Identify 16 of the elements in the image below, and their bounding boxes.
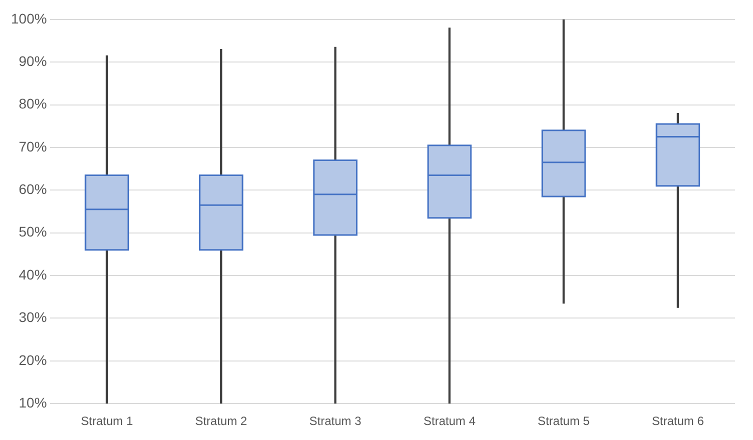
y-tick-label: 90% [18,52,47,69]
y-tick-label: 20% [18,352,47,368]
y-tick-label: 60% [18,181,47,198]
y-tick-label: 10% [18,394,47,410]
x-tick-label: Stratum 4 [423,414,476,428]
x-tick-label: Stratum 3 [309,414,362,428]
x-tick-label: Stratum 2 [195,414,248,428]
x-tick-label: Stratum 1 [80,414,134,428]
y-tick-label: 80% [18,96,47,112]
y-tick-label: 30% [18,309,47,326]
y-tick-label: 40% [18,266,47,282]
y-tick-label: 50% [18,224,47,240]
y-tick-label: 70% [18,138,47,154]
y-tick-label: 100% [10,10,47,26]
x-tick-label: Stratum 5 [538,414,590,428]
x-tick-label: Stratum 6 [652,414,704,428]
